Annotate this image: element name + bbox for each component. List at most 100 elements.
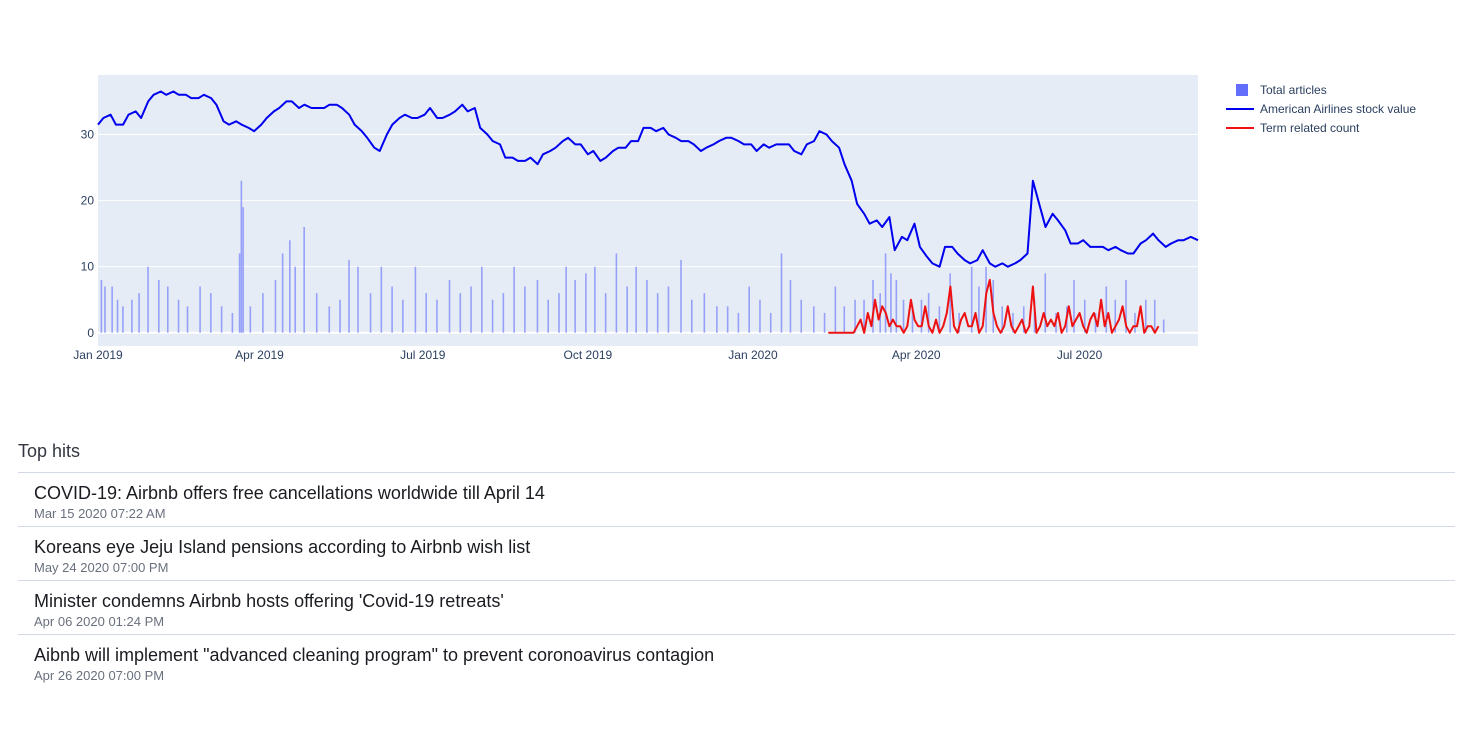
plot-background — [98, 75, 1198, 346]
article-count-bar — [780, 253, 783, 333]
article-count-bar — [927, 293, 930, 333]
legend-swatch-bar — [1236, 84, 1248, 96]
article-count-bar — [1044, 273, 1047, 333]
chart-svg: 0 10 20 30 Jan 2019 Apr 2019 Jul 2019 Oct 2019 J… — [73, 75, 1416, 362]
article-count-bar — [294, 266, 296, 333]
article-count-bar — [111, 286, 113, 333]
article-count-bar — [1153, 299, 1156, 333]
hit-title[interactable]: COVID-19: Airbnb offers free cancellatio… — [34, 483, 545, 503]
article-count-bar — [626, 286, 628, 333]
article-count-bar — [978, 286, 980, 333]
hit-title[interactable]: Aibnb will implement "advanced cleaning … — [34, 645, 715, 665]
article-count-bar — [911, 306, 914, 333]
article-count-bar — [186, 306, 189, 333]
article-count-bar — [436, 299, 438, 333]
article-count-bar — [116, 299, 119, 333]
article-count-bar — [615, 253, 618, 333]
article-count-bar — [920, 299, 923, 333]
article-count-bar — [502, 293, 505, 333]
article-count-bar — [716, 306, 718, 333]
article-count-bar — [289, 240, 291, 333]
x-tick-label: Apr 2019 — [235, 348, 284, 362]
top-hits-title: Top hits — [18, 436, 1455, 473]
article-count-bar — [884, 253, 887, 333]
hit-date: Apr 06 2020 01:24 PM — [34, 614, 165, 629]
article-count-bar — [481, 266, 483, 333]
legend-entry: Total articles — [1260, 83, 1327, 97]
article-count-bar — [138, 293, 140, 333]
article-count-bar — [1105, 286, 1108, 333]
article-count-bar — [249, 306, 252, 333]
article-count-bar — [242, 207, 244, 333]
article-count-bar — [703, 293, 706, 333]
x-tick-label: Apr 2020 — [892, 348, 941, 362]
article-count-bar — [1114, 299, 1117, 333]
list-item[interactable]: Koreans eye Jeju Island pensions accordi… — [18, 527, 1455, 581]
article-count-bar — [1125, 279, 1127, 333]
article-count-bar — [147, 266, 149, 333]
hit-date: Mar 15 2020 07:22 AM — [34, 506, 166, 521]
list-item[interactable]: COVID-19: Airbnb offers free cancellatio… — [18, 473, 1455, 527]
hit-title[interactable]: Koreans eye Jeju Island pensions accordi… — [34, 537, 531, 557]
y-tick-label: 20 — [81, 194, 95, 208]
hit-date: May 24 2020 07:00 PM — [34, 560, 169, 575]
article-count-bar — [166, 286, 169, 333]
article-count-bar — [402, 299, 404, 333]
article-count-bar — [558, 293, 560, 333]
article-count-bar — [357, 266, 359, 333]
list-item[interactable]: Aibnb will implement "advanced cleaning … — [18, 635, 1455, 689]
article-count-bar — [210, 293, 212, 333]
hit-title[interactable]: Minister condemns Airbnb hosts offering … — [34, 591, 504, 611]
article-count-bar — [199, 286, 201, 333]
article-count-bar — [789, 279, 792, 333]
article-count-bar — [303, 227, 305, 333]
article-count-bar — [380, 266, 383, 333]
article-count-bar — [800, 299, 803, 333]
x-tick-label: Jul 2020 — [1057, 348, 1103, 362]
article-count-bar — [890, 273, 892, 333]
article-count-bar — [425, 293, 427, 333]
x-tick-label: Jul 2019 — [400, 348, 446, 362]
article-count-bar — [158, 279, 160, 333]
article-count-bar — [369, 293, 372, 333]
article-count-bar — [769, 312, 772, 333]
y-tick-label: 0 — [87, 326, 94, 340]
article-count-bar — [262, 293, 264, 333]
article-count-bar — [1134, 312, 1136, 333]
stock-value-line — [97, 90, 1199, 268]
article-count-bar — [872, 279, 874, 333]
y-tick-label: 30 — [81, 127, 95, 141]
article-count-bar — [1162, 319, 1165, 333]
article-count-bar — [513, 266, 515, 333]
article-count-bar — [315, 293, 318, 333]
article-count-bar — [854, 299, 856, 333]
article-count-bar — [843, 306, 846, 333]
hit-date: Apr 26 2020 07:00 PM — [34, 668, 165, 683]
article-count-bar — [122, 306, 124, 333]
article-count-bar — [970, 266, 973, 333]
article-count-bar — [1001, 306, 1004, 333]
article-count-bar — [574, 279, 576, 333]
article-count-bar — [726, 306, 729, 333]
article-count-bar — [646, 279, 648, 333]
news-stock-chart: 0 10 20 30 Jan 2019 Apr 2019 Jul 2019 Oct 2019 J… — [73, 75, 1416, 362]
article-count-bar — [1083, 299, 1086, 333]
article-count-bar — [604, 293, 607, 333]
list-item[interactable]: Minister condemns Airbnb hosts offering … — [18, 581, 1455, 635]
article-count-bar — [220, 306, 223, 333]
article-count-bar — [1094, 312, 1097, 333]
article-count-bar — [459, 293, 462, 333]
term-count-line — [828, 278, 1160, 334]
article-count-bar — [1144, 299, 1147, 333]
x-tick-label: Oct 2019 — [564, 348, 613, 362]
article-count-bar — [470, 286, 472, 333]
article-count-bar — [339, 299, 341, 333]
legend-entry: Term related count — [1260, 121, 1360, 135]
article-count-bar — [536, 279, 539, 333]
article-count-bar — [759, 299, 761, 333]
article-count-bar — [656, 293, 659, 333]
article-count-bar — [104, 286, 106, 333]
article-count-bar — [949, 273, 951, 333]
article-count-bar — [281, 253, 284, 333]
article-count-bar — [958, 312, 960, 333]
